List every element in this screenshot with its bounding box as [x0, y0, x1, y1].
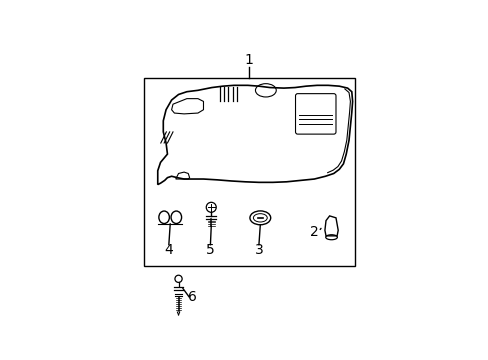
- Bar: [143, 78, 354, 266]
- Text: 3: 3: [254, 243, 263, 257]
- Text: 4: 4: [164, 243, 173, 257]
- Text: 6: 6: [187, 290, 197, 304]
- Text: 5: 5: [205, 243, 214, 257]
- Text: 2: 2: [309, 225, 318, 239]
- Text: 1: 1: [244, 53, 253, 67]
